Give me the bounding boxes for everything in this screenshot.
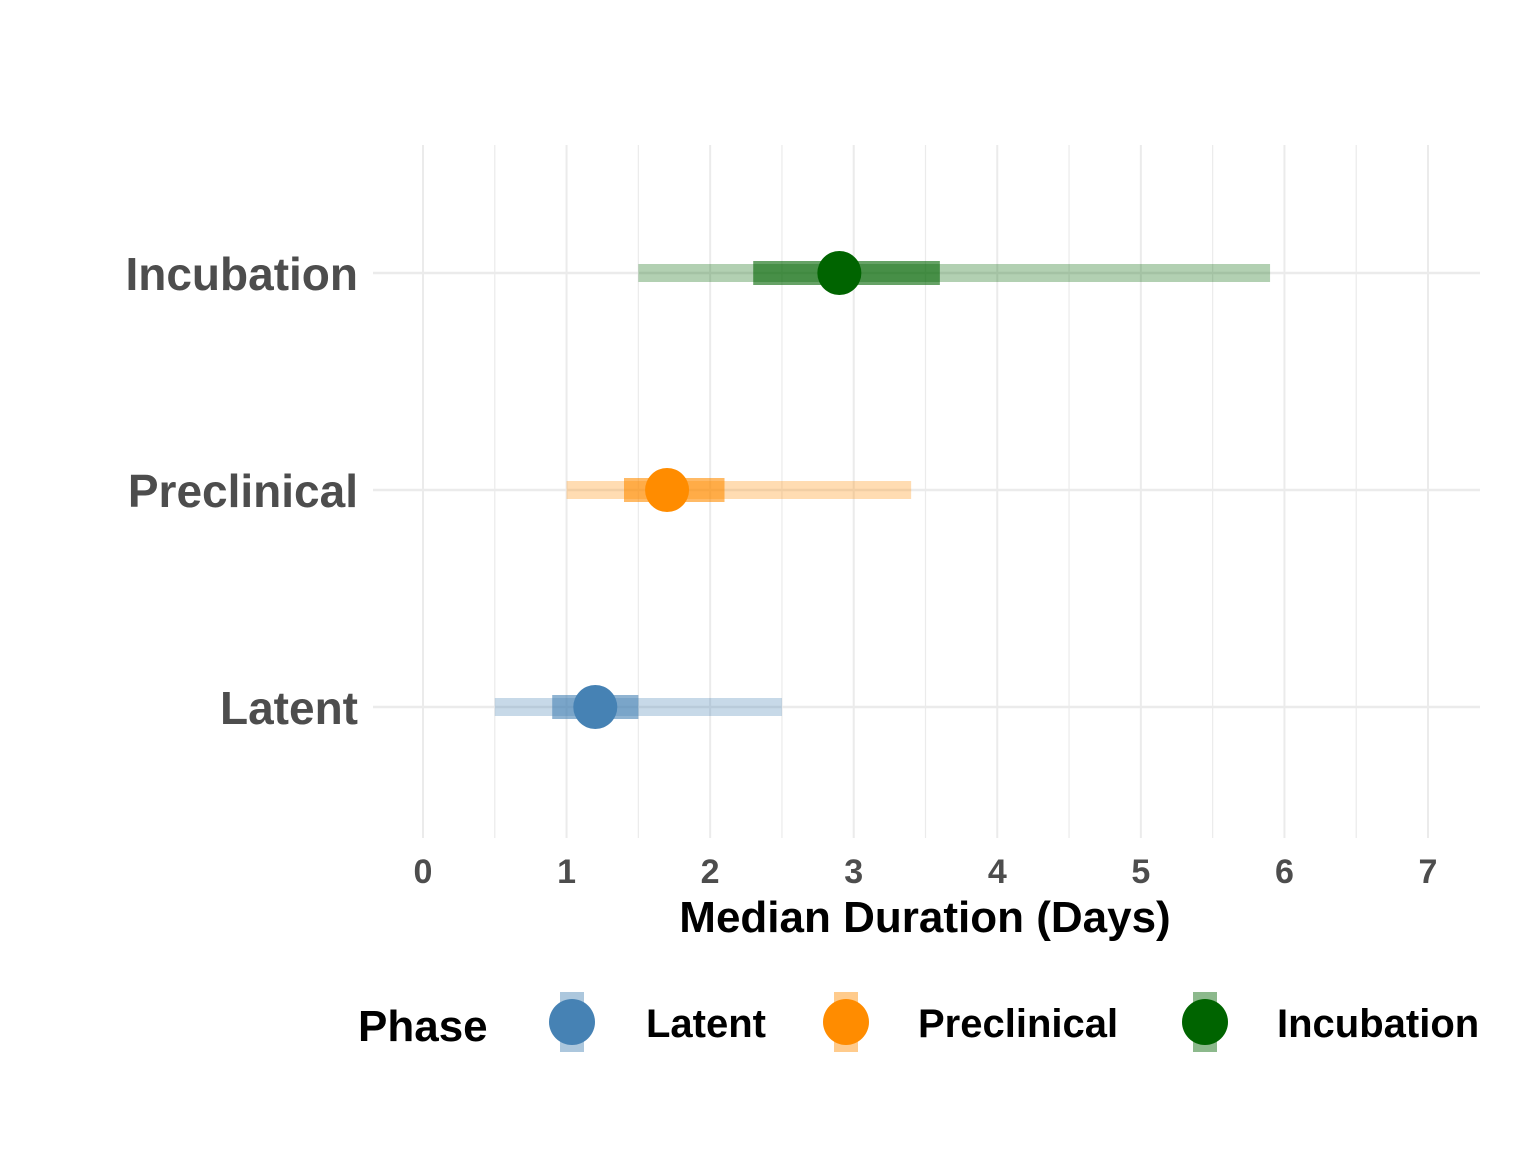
legend-label: Incubation: [1277, 1002, 1479, 1046]
gridlines: [373, 145, 1480, 838]
x-tick-label: 7: [1419, 853, 1438, 891]
y-label-latent: Latent: [220, 682, 358, 734]
outer-interval-preclinical: [566, 481, 912, 499]
x-tick-label: 6: [1275, 853, 1294, 891]
x-tick-label: 4: [988, 853, 1007, 891]
legend-key-point: [1182, 999, 1228, 1045]
legend-label: Preclinical: [918, 1002, 1118, 1046]
legend-label: Latent: [646, 1002, 766, 1046]
legend-item-latent: Latent: [549, 992, 766, 1052]
interval-marks: [494, 251, 1271, 729]
median-point-preclinical: [645, 468, 690, 512]
legend-title: Phase: [358, 1002, 488, 1051]
legend-key-point: [549, 999, 595, 1045]
x-tick-label: 5: [1131, 853, 1150, 891]
legend: Phase Latent Preclinical Incubation: [358, 992, 1479, 1052]
x-tick-label: 3: [844, 853, 863, 891]
legend-item-incubation: Incubation: [1182, 992, 1479, 1052]
legend-key-point: [823, 999, 869, 1045]
x-axis-title: Median Duration (Days): [679, 893, 1170, 942]
x-axis-ticks: 0 1 2 3 4 5 6 7: [414, 853, 1438, 891]
x-tick-label: 1: [557, 853, 576, 891]
legend-item-preclinical: Preclinical: [823, 992, 1118, 1052]
outer-interval-incubation: [638, 264, 1271, 282]
median-point-incubation: [817, 251, 862, 295]
y-label-incubation: Incubation: [125, 248, 358, 300]
median-point-latent: [573, 685, 618, 729]
x-tick-label: 2: [701, 853, 720, 891]
y-label-preclinical: Preclinical: [128, 465, 358, 517]
y-axis-labels: Latent Preclinical Incubation: [125, 248, 358, 734]
x-tick-label: 0: [414, 853, 433, 891]
